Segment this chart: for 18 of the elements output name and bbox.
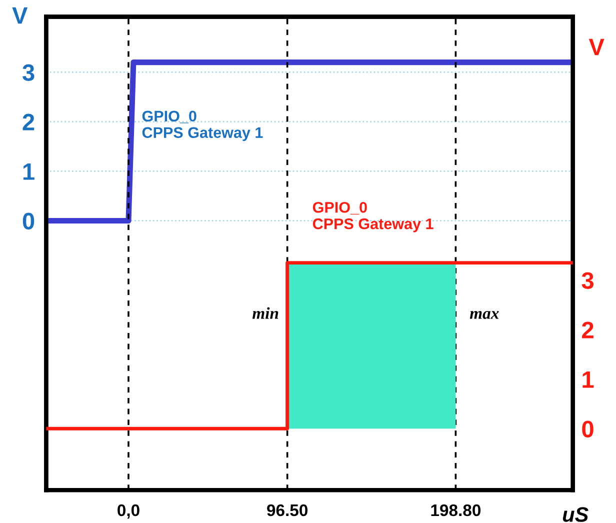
y2-tick-label: 0 — [582, 420, 594, 438]
y2-tick-label: 3 — [582, 272, 594, 289]
y2-tick-label: 2 — [582, 322, 594, 338]
annotation: min — [252, 307, 278, 319]
y2-tick-label: 1 — [582, 371, 594, 388]
y-tick-label: 1 — [23, 164, 34, 180]
y-tick-label: 2 — [22, 114, 34, 130]
x-axis-title: uS — [562, 507, 588, 522]
series-label: GPIO_0 CPPS Gateway 1 — [142, 110, 263, 142]
y2-axis-title: V — [588, 38, 604, 56]
x-tick-label: 198.80 — [431, 504, 480, 516]
y-axis-title: V — [12, 7, 28, 24]
y-tick-label: 0 — [22, 212, 34, 230]
annotation: max — [470, 310, 499, 319]
series-label: GPIO_0 CPPS Gateway 1 — [312, 202, 434, 232]
y-tick-label: 3 — [22, 64, 34, 82]
x-tick-label: 96.50 — [267, 504, 308, 516]
x-tick-label: 0,0 — [118, 504, 140, 519]
